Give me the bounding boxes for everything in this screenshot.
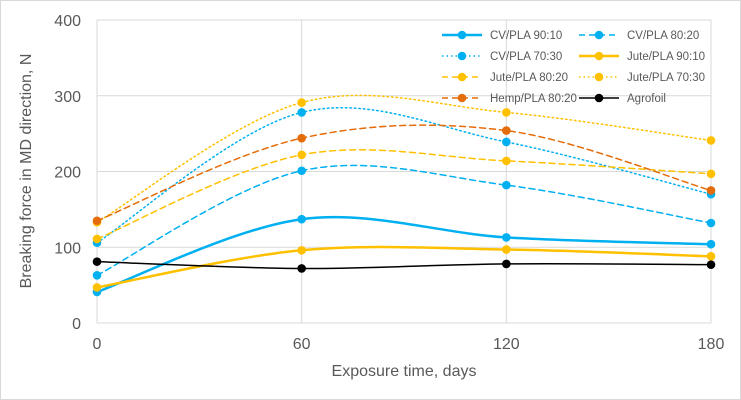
data-point bbox=[92, 270, 102, 280]
data-point bbox=[502, 233, 511, 242]
data-point bbox=[706, 136, 716, 145]
x-tick-label: 0 bbox=[93, 336, 102, 353]
data-point bbox=[502, 180, 511, 190]
data-point bbox=[297, 98, 306, 107]
series-lines bbox=[97, 94, 711, 294]
data-point bbox=[297, 166, 306, 176]
series-line bbox=[97, 164, 711, 277]
data-point bbox=[706, 186, 716, 195]
legend-label: CV/PLA 70:30 bbox=[490, 51, 562, 63]
x-tick-label: 60 bbox=[293, 336, 311, 353]
data-point bbox=[92, 234, 102, 244]
data-point bbox=[502, 259, 511, 269]
data-point bbox=[502, 108, 511, 117]
y-tick-labels: 0 100 200 300 400 bbox=[54, 13, 81, 333]
legend-label: Jute/PLA 90:10 bbox=[627, 51, 705, 63]
data-point bbox=[706, 218, 716, 228]
series-markers bbox=[92, 98, 716, 297]
legend-marker bbox=[457, 93, 467, 103]
data-point bbox=[297, 108, 306, 117]
data-point bbox=[502, 126, 511, 135]
data-point bbox=[706, 169, 716, 179]
series-line bbox=[97, 260, 711, 270]
data-point bbox=[297, 264, 306, 273]
x-axis-title: Exposure time, days bbox=[332, 363, 477, 380]
legend-label: Hemp/PLA 80:20 bbox=[490, 93, 577, 105]
legend-label: Agrofoil bbox=[627, 93, 666, 105]
legend: CV/PLA 90:10 CV/PLA 80:20 CV/PLA 70:30 Jute… bbox=[442, 30, 705, 105]
data-point bbox=[92, 216, 102, 226]
legend-marker bbox=[594, 72, 604, 82]
series-line bbox=[97, 149, 711, 240]
data-point bbox=[297, 245, 306, 255]
legend-marker bbox=[594, 30, 604, 40]
y-tick-label: 400 bbox=[54, 13, 81, 30]
data-point bbox=[706, 260, 716, 269]
legend-label: CV/PLA 80:20 bbox=[627, 30, 699, 42]
series-line bbox=[97, 124, 711, 222]
y-tick-label: 300 bbox=[54, 89, 81, 106]
data-point bbox=[297, 150, 306, 160]
series-line bbox=[97, 245, 711, 289]
y-tick-label: 0 bbox=[72, 316, 81, 333]
legend-marker bbox=[457, 72, 467, 82]
data-point bbox=[92, 257, 102, 266]
data-point bbox=[502, 156, 511, 166]
legend-marker bbox=[457, 51, 467, 61]
series-line bbox=[97, 215, 711, 294]
legend-label: Jute/PLA 70:30 bbox=[627, 72, 705, 84]
data-point bbox=[502, 137, 511, 147]
series-line bbox=[97, 94, 711, 224]
data-point bbox=[502, 245, 511, 254]
legend-label: Jute/PLA 80:20 bbox=[490, 72, 568, 84]
data-point bbox=[297, 133, 306, 143]
data-point bbox=[706, 252, 716, 261]
y-tick-label: 200 bbox=[54, 165, 81, 182]
x-tick-label: 180 bbox=[698, 336, 725, 353]
legend-marker bbox=[457, 30, 467, 40]
y-tick-label: 100 bbox=[54, 240, 81, 257]
x-tick-labels: 0 60 120 180 bbox=[93, 336, 725, 353]
legend-label: CV/PLA 90:10 bbox=[490, 30, 562, 42]
data-point bbox=[92, 283, 102, 292]
y-axis-title: Breaking force in MD direction, N bbox=[18, 54, 35, 289]
series-line bbox=[97, 106, 711, 244]
legend-marker bbox=[594, 51, 604, 61]
gridlines bbox=[96, 19, 712, 324]
x-tick-label: 120 bbox=[493, 336, 520, 353]
legend-marker bbox=[594, 93, 604, 103]
data-point bbox=[706, 239, 716, 249]
data-point bbox=[297, 214, 306, 224]
